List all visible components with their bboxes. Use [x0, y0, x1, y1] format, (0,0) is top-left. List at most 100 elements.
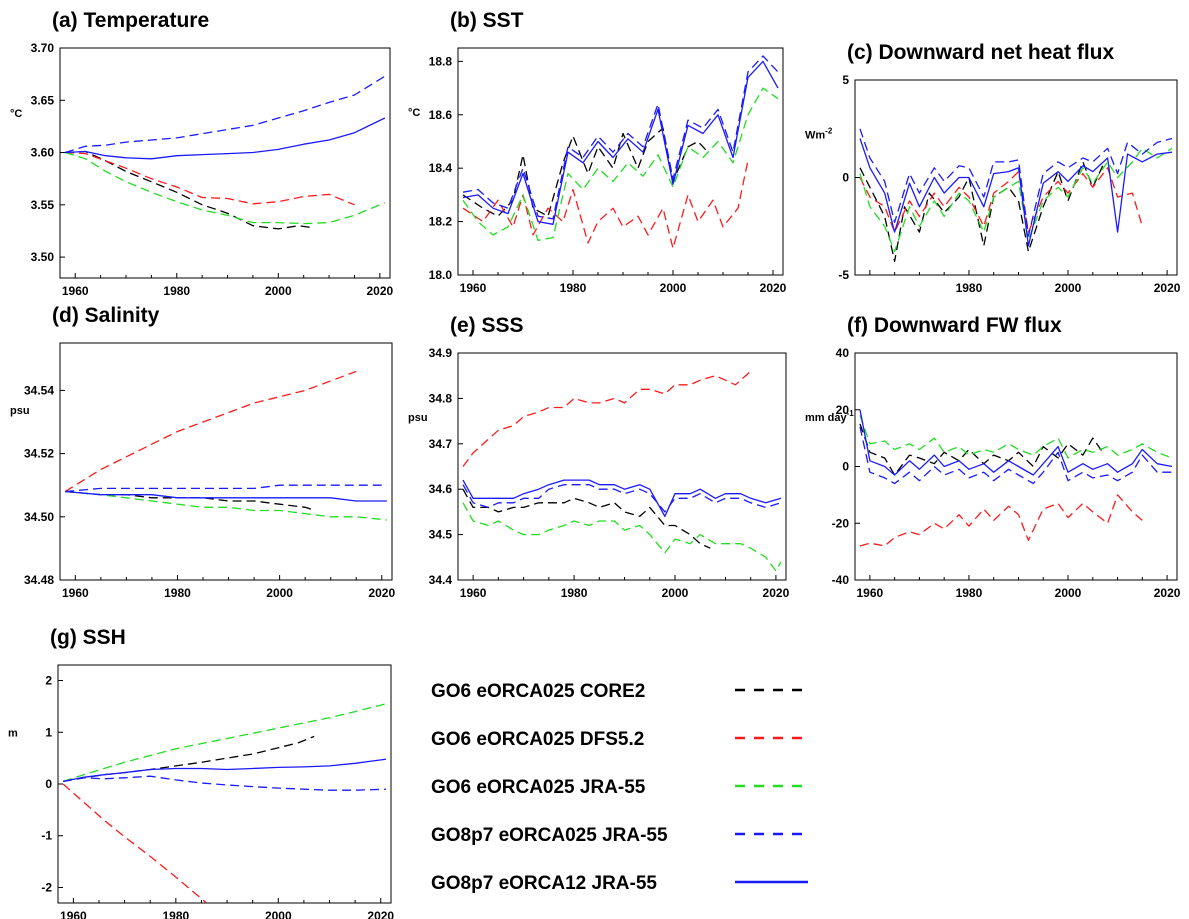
y-tick-label: 34.4 — [429, 573, 453, 587]
y-axis-label: psu — [408, 412, 428, 424]
series-line-go8p7-eorca025-jra-55 — [62, 775, 386, 791]
panel-g-ssh: (g) SSH -2 -1 0 1 2 1960 1980 2000 2020 m — [8, 626, 394, 919]
y-tick-label: 34.54 — [24, 383, 54, 397]
y-tick-label: 34.9 — [429, 346, 453, 360]
legend-label: GO8p7 eORCA025 JRA-55 — [431, 825, 668, 846]
y-axis-label-superscript: -2 — [825, 127, 833, 136]
y-tick-label: 34.6 — [429, 482, 453, 496]
legend-item-go8p7-eorca025-jra-55: GO8p7 eORCA025 JRA-55 — [431, 825, 808, 846]
series-group — [64, 75, 386, 230]
series-line-go6-eorca025-jra-55 — [64, 151, 386, 225]
y-tick-label: 18.8 — [429, 54, 453, 68]
y-tick-label: 34.8 — [429, 391, 453, 405]
x-tick-label: 1960 — [60, 909, 87, 919]
panels-layer: (a) Temperature 3.50 3.55 3.60 3.65 3.70 1960 1… — [8, 9, 1181, 919]
y-tick-label: -2 — [41, 880, 52, 894]
y-tick-label: -1 — [41, 829, 52, 843]
y-tick-label: -20 — [832, 516, 850, 530]
x-tick-label: 1980 — [561, 586, 588, 600]
y-tick-label: -40 — [832, 573, 850, 587]
y-tick-label: 0 — [842, 171, 849, 185]
panel-title: (b) SST — [450, 9, 524, 32]
x-tick-label: 2000 — [265, 284, 292, 298]
y-tick-label: 34.52 — [24, 447, 54, 461]
series-line-go8p7-eorca025-jra-55 — [64, 75, 386, 154]
series-line-go8p7-eorca025-jra-55 — [462, 484, 782, 513]
series-group — [462, 55, 779, 249]
y-axis-label: mm day-1 — [805, 409, 854, 424]
x-tick-label: 1980 — [164, 586, 191, 600]
y-tick-label: 20 — [836, 403, 850, 417]
y-tick-label: 2 — [45, 674, 52, 688]
panel-d-salinity: (d) Salinity 34.48 34.50 34.52 34.54 1960 1980… — [10, 304, 395, 600]
plot-frame — [457, 47, 784, 276]
legend: GO6 eORCA025 CORE2 GO6 eORCA025 DFS5.2 GO6… — [431, 681, 808, 894]
panel-title: (g) SSH — [50, 626, 126, 649]
series-line-go6-eorca025-core2 — [462, 488, 711, 549]
series-group — [462, 370, 782, 572]
x-tick-label: 1960 — [460, 586, 487, 600]
legend-item-go6-eorca025-jra-55: GO6 eORCA025 JRA-55 — [431, 777, 808, 798]
series-group — [859, 128, 1173, 263]
x-tick-label: 2020 — [366, 284, 393, 298]
series-line-go8p7-eorca12-jra-55 — [462, 60, 779, 225]
series-line-go8p7-eorca025-jra-55 — [462, 55, 779, 220]
series-line-go6-eorca025-jra-55 — [859, 415, 1173, 459]
series-line-go6-eorca025-jra-55 — [62, 703, 387, 783]
legend-item-go6-eorca025-core2: GO6 eORCA025 CORE2 — [431, 681, 808, 702]
series-line-go6-eorca025-dfs5-2 — [462, 370, 752, 467]
y-tick-label: 3.60 — [31, 146, 55, 160]
x-tick-label: 2000 — [1055, 281, 1082, 295]
series-line-go8p7-eorca025-jra-55 — [65, 484, 387, 493]
series-line-go6-eorca025-core2 — [462, 127, 709, 217]
series-line-go8p7-eorca12-jra-55 — [859, 138, 1173, 247]
series-line-go6-eorca025-core2 — [62, 735, 315, 783]
legend-label: GO6 eORCA025 CORE2 — [431, 681, 645, 702]
x-tick-label: 1960 — [62, 284, 89, 298]
x-tick-label: 2020 — [1154, 281, 1181, 295]
panel-title: (c) Downward net heat flux — [847, 41, 1115, 64]
series-line-go6-eorca025-jra-55 — [462, 87, 779, 241]
y-axis-label: m — [8, 727, 18, 739]
panel-a-temperature: (a) Temperature 3.50 3.55 3.60 3.65 3.70 1960 1… — [10, 9, 394, 298]
series-line-go6-eorca025-core2 — [65, 150, 314, 230]
x-tick-label: 2000 — [662, 586, 689, 600]
y-tick-label: 3.65 — [31, 93, 55, 107]
x-tick-label: 1980 — [163, 284, 190, 298]
series-line-go8p7-eorca12-jra-55 — [65, 490, 387, 502]
y-tick-label: 18.4 — [429, 161, 453, 175]
x-tick-label: 2020 — [1154, 586, 1181, 600]
x-tick-label: 2020 — [367, 909, 394, 919]
series-group — [64, 370, 387, 521]
y-tick-label: 34.5 — [429, 528, 453, 542]
legend-label: GO8p7 eORCA12 JRA-55 — [431, 873, 657, 894]
series-line-go6-eorca025-dfs5-2 — [62, 783, 208, 903]
series-line-go6-eorca025-core2 — [859, 161, 1104, 263]
y-tick-label: 18.6 — [429, 108, 453, 122]
plot-frame — [59, 342, 393, 581]
y-tick-label: 18.2 — [429, 215, 453, 229]
x-tick-label: 1960 — [460, 281, 487, 295]
panel-b-sst: (b) SST 18.0 18.2 18.4 18.6 18.8 1960 1980 2000 2… — [408, 9, 787, 295]
series-group — [62, 703, 387, 903]
series-line-go8p7-eorca12-jra-55 — [62, 758, 386, 783]
x-tick-label: 2000 — [660, 281, 687, 295]
plot-frame — [57, 664, 392, 904]
legend-item-go8p7-eorca12-jra-55: GO8p7 eORCA12 JRA-55 — [431, 873, 808, 894]
x-tick-label: 1980 — [560, 281, 587, 295]
y-axis-label-superscript: -1 — [847, 409, 855, 418]
series-line-go6-eorca025-dfs5-2 — [65, 151, 355, 206]
x-tick-label: 2000 — [265, 909, 292, 919]
series-line-go6-eorca025-jra-55 — [65, 490, 387, 521]
series-line-go8p7-eorca025-jra-55 — [859, 128, 1173, 237]
y-tick-label: 18.0 — [429, 268, 453, 282]
y-tick-label: 1 — [45, 725, 52, 739]
y-tick-label: 40 — [836, 346, 850, 360]
series-line-go6-eorca025-jra-55 — [859, 147, 1173, 253]
x-tick-label: 1980 — [956, 281, 983, 295]
y-tick-label: 0 — [45, 777, 52, 791]
y-tick-label: 0 — [842, 460, 849, 474]
panel-title: (a) Temperature — [52, 9, 209, 32]
panel-e-sss: (e) SSS 34.4 34.5 34.6 34.7 34.8 34.9 1960 1980 2… — [408, 314, 790, 600]
